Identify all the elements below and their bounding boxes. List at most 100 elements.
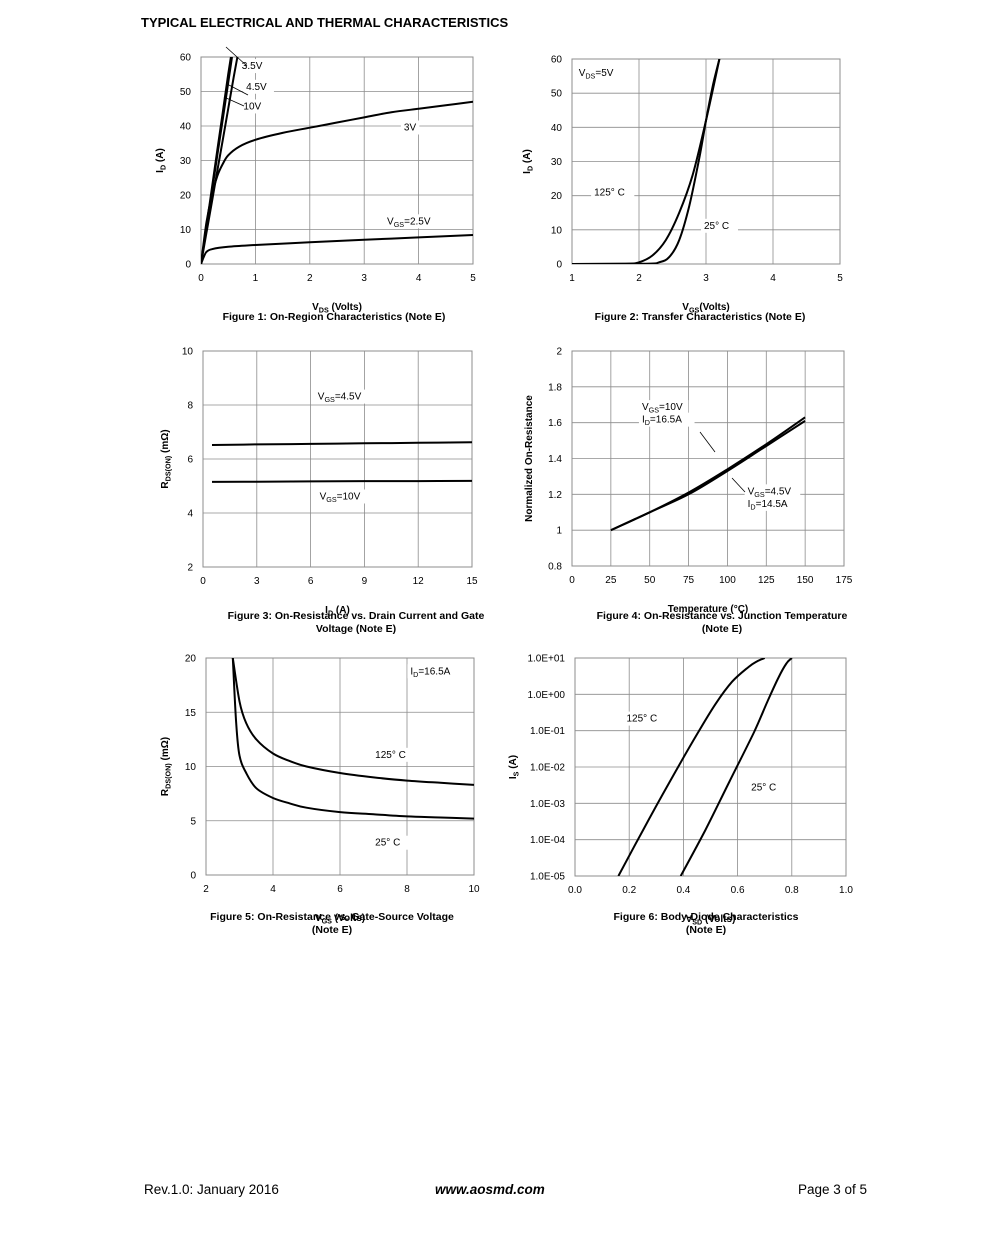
y-tick-label: 15 [185,708,197,719]
chart-fig6: 0.0 0.2 0.4 0.6 0.8 1.0 1.0E-05 1.0E-04 1.0E-03 1… [508,654,853,937]
annotation-label: VDS​=5V [579,68,614,81]
x-axis-label: Temperature (°C) [668,604,749,615]
x-tick-label: 4 [770,273,776,284]
annotation-label: 25° C [704,221,729,232]
annotation-pointer [226,83,249,96]
x-tick-label: 4 [270,884,276,895]
x-tick-label: 0 [198,273,204,284]
y-tick-label: 50 [551,89,563,100]
x-tick-label: 2 [636,273,642,284]
annotation-label: VGS​=2.5V [387,216,431,229]
series-line-fig5-1 [231,658,474,820]
x-tick-label: 10 [468,884,480,895]
annotation-background [744,496,801,511]
annotation-background [700,218,738,233]
y-tick-label: 1.6 [548,418,562,429]
series-line-fig5-0 [231,658,474,786]
chart-fig4: 0 25 50 75 100 125 150 175 0.8 1 1.2 1.4 1.6 1.8 2 VGS​… [524,347,853,636]
footer-page-number: Page 3 of 5 [798,1182,868,1197]
x-tick-label: 100 [719,575,736,586]
y-tick-label: 1 [556,526,562,537]
annotation-label: 3.5V [242,61,263,72]
x-tick-label: 6 [308,576,314,587]
x-tick-label: 2 [307,273,313,284]
annotation-label: VGS​=4.5V [748,486,792,499]
y-tick-label: 30 [551,157,563,168]
annotation-background [316,489,366,504]
annotation-background [372,835,410,850]
series-line-fig3-0 [211,441,472,446]
x-tick-label: 0 [200,576,206,587]
series-line-fig4-1 [610,420,806,532]
footer-revision: Rev.1.0: January 2016 [144,1182,279,1197]
annotation-background [238,59,270,74]
annotation-background [744,484,801,499]
y-tick-label: 2 [556,347,562,358]
y-tick-label: 2 [187,563,193,574]
annotation-background [575,66,619,81]
y-tick-label: 10 [551,225,563,236]
annotation-background [372,747,416,762]
footer-website-link[interactable]: www.aosmd.com [435,1182,545,1197]
series-line-fig4-0 [610,416,806,532]
x-tick-label: 175 [836,575,853,586]
plot-frame [571,350,845,567]
y-tick-label: 1.8 [548,382,562,393]
page-heading: TYPICAL ELECTRICAL AND THERMAL CHARACTER… [141,15,509,30]
plot-frame [205,657,475,876]
x-tick-label: 0 [569,575,575,586]
series-line-fig6-0 [617,658,766,876]
annotation-background [314,389,371,404]
x-tick-label: 0.8 [785,885,799,896]
annotation-background [407,664,463,679]
figure-caption: Figure 1: On-Region Characteristics (Not… [223,311,446,323]
series-line-fig6-1 [679,658,793,876]
y-tick-label: 1.2 [548,490,562,501]
x-axis-label: VGS​(Volts) [682,302,729,315]
series-line-fig1-3 [201,100,473,264]
x-tick-label: 0.2 [622,885,636,896]
annotation-label: VGS​=10V [642,402,683,415]
annotation-background [240,99,266,114]
annotation-background [384,214,440,229]
x-axis-label: VGS​ (Volts) [315,913,365,926]
y-tick-label: 30 [180,156,192,167]
annotation-pointer [731,477,746,493]
plot-frame [571,58,841,265]
annotation-background [748,780,786,795]
figure-caption: Figure 3: On-Resistance vs. Drain Curren… [228,610,485,622]
figure-caption: Figure 5: On-Resistance vs. Gate-Source … [210,911,454,923]
annotation-label: ID​=14.5A [748,499,788,512]
y-tick-label: 4 [187,509,193,520]
x-axis-label: VDS​ (Volts) [312,302,362,315]
annotation-background [591,185,635,200]
y-tick-label: 20 [180,191,192,202]
plot-frame [202,350,473,568]
annotation-label: 125° C [626,714,657,725]
y-tick-label: 60 [551,55,563,66]
x-tick-label: 3 [254,576,260,587]
x-tick-label: 125 [758,575,775,586]
x-tick-label: 1.0 [839,885,853,896]
annotation-label: 125° C [594,188,625,199]
y-tick-label: 10 [182,347,194,358]
x-tick-label: 3 [361,273,367,284]
chart-fig5: 2 4 6 8 10 0 5 10 15 20 ID​=16.5A 125° C 25° C VGS​ (… [160,654,480,937]
y-tick-label: 0.8 [548,562,562,573]
annotation-label: 125° C [375,750,406,761]
annotation-background [243,79,274,94]
y-tick-label: 50 [180,87,192,98]
y-tick-label: 1.0E-01 [530,726,565,737]
annotation-label: VGS​=4.5V [318,392,362,405]
y-tick-label: 40 [551,123,563,134]
y-tick-label: 10 [180,225,192,236]
figure-caption: (Note E) [312,924,352,936]
x-tick-label: 9 [362,576,368,587]
series-line-fig3-1 [211,479,472,483]
x-tick-label: 0.4 [676,885,690,896]
series-line-fig1-2 [201,57,239,264]
y-axis-label: ID​ (A) [522,149,535,174]
annotation-background [623,711,667,726]
